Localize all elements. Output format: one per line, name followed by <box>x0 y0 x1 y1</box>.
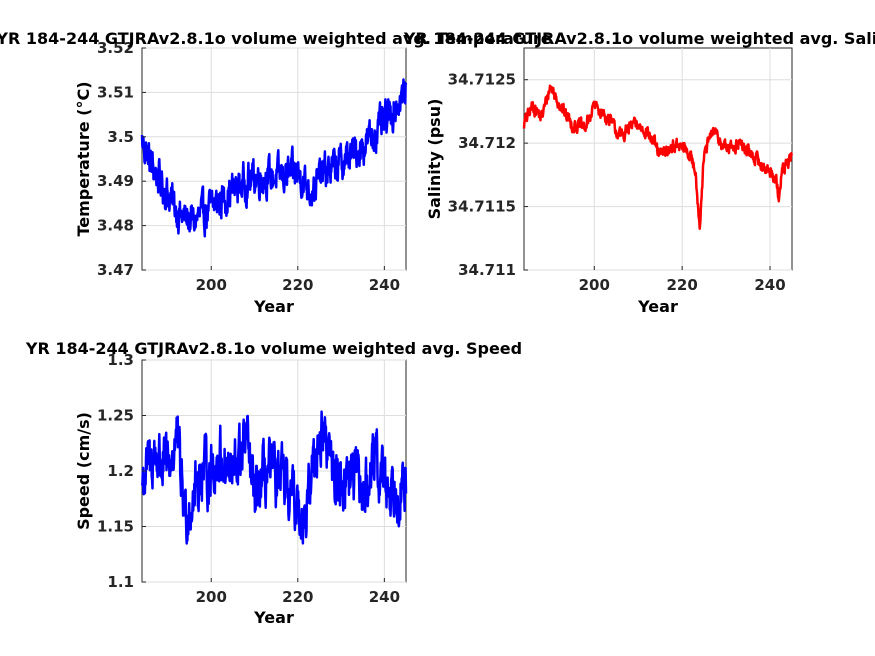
salinity-x-tick-label: 240 <box>754 276 785 294</box>
speed-panel: 200 220 240 1.1 1.15 1.2 1.25 1.3 YR 184-244 G… <box>25 339 522 627</box>
temperature-panel: 200 220 240 3.47 3.48 3.49 3.5 3.51 3.52 YR 184… <box>0 29 552 316</box>
salinity-x-tick-label: 200 <box>579 276 610 294</box>
speed-x-label: Year <box>253 608 294 627</box>
temperature-y-label: Temperature (°C) <box>74 81 93 236</box>
salinity-plot-area <box>523 47 793 271</box>
temperature-x-tick-label: 240 <box>369 276 400 294</box>
temperature-x-tick-label: 200 <box>196 276 227 294</box>
temperature-x-tick-label: 220 <box>282 276 313 294</box>
salinity-y-label: Salinity (psu) <box>425 99 444 220</box>
salinity-grid <box>524 48 792 271</box>
salinity-series-line <box>522 84 794 230</box>
speed-x-ticks: 200 220 240 <box>196 578 400 606</box>
temperature-title: YR 184-244 GTJRAv2.8.1o volume weighted … <box>0 29 552 48</box>
salinity-y-tick-label: 34.7115 <box>448 198 516 216</box>
salinity-panel: 200 220 240 34.711 34.7115 34.712 34.7125 YR … <box>403 29 875 316</box>
salinity-x-label: Year <box>637 297 678 316</box>
temperature-y-tick-label: 3.51 <box>97 83 134 101</box>
speed-y-tick-label: 1.2 <box>107 462 134 480</box>
salinity-y-ticks: 34.711 34.7115 34.712 34.7125 <box>448 71 528 279</box>
temperature-x-label: Year <box>253 297 294 316</box>
speed-y-tick-label: 1.25 <box>97 407 134 425</box>
speed-series-line <box>140 410 408 545</box>
salinity-y-tick-label: 34.712 <box>458 134 516 152</box>
salinity-y-tick-label: 34.711 <box>458 261 516 279</box>
salinity-x-tick-label: 220 <box>667 276 698 294</box>
temperature-plot-area <box>141 47 407 271</box>
salinity-x-ticks: 200 220 240 <box>579 266 786 294</box>
temperature-y-tick-label: 3.49 <box>97 172 134 190</box>
speed-title: YR 184-244 GTJRAv2.8.1o volume weighted … <box>25 339 522 358</box>
speed-x-tick-label: 200 <box>196 588 227 606</box>
salinity-title: YR 184-244 GTJRAv2.8.1o volume weighted … <box>403 29 875 48</box>
temperature-x-ticks: 200 220 240 <box>196 266 400 294</box>
speed-y-label: Speed (cm/s) <box>74 412 93 530</box>
temperature-y-tick-label: 3.48 <box>97 217 134 235</box>
speed-y-ticks: 1.1 1.15 1.2 1.25 1.3 <box>97 351 146 591</box>
temperature-y-tick-label: 3.47 <box>97 261 134 279</box>
speed-y-tick-label: 1.15 <box>97 518 134 536</box>
temperature-series-line <box>140 78 408 238</box>
temperature-y-ticks: 3.47 3.48 3.49 3.5 3.51 3.52 <box>97 39 146 279</box>
salinity-y-tick-label: 34.7125 <box>448 71 516 89</box>
speed-y-tick-label: 1.3 <box>107 351 134 369</box>
temperature-y-tick-label: 3.52 <box>97 39 134 57</box>
speed-x-tick-label: 220 <box>282 588 313 606</box>
speed-y-tick-label: 1.1 <box>107 573 134 591</box>
speed-x-tick-label: 240 <box>369 588 400 606</box>
temperature-y-tick-label: 3.5 <box>107 128 134 146</box>
